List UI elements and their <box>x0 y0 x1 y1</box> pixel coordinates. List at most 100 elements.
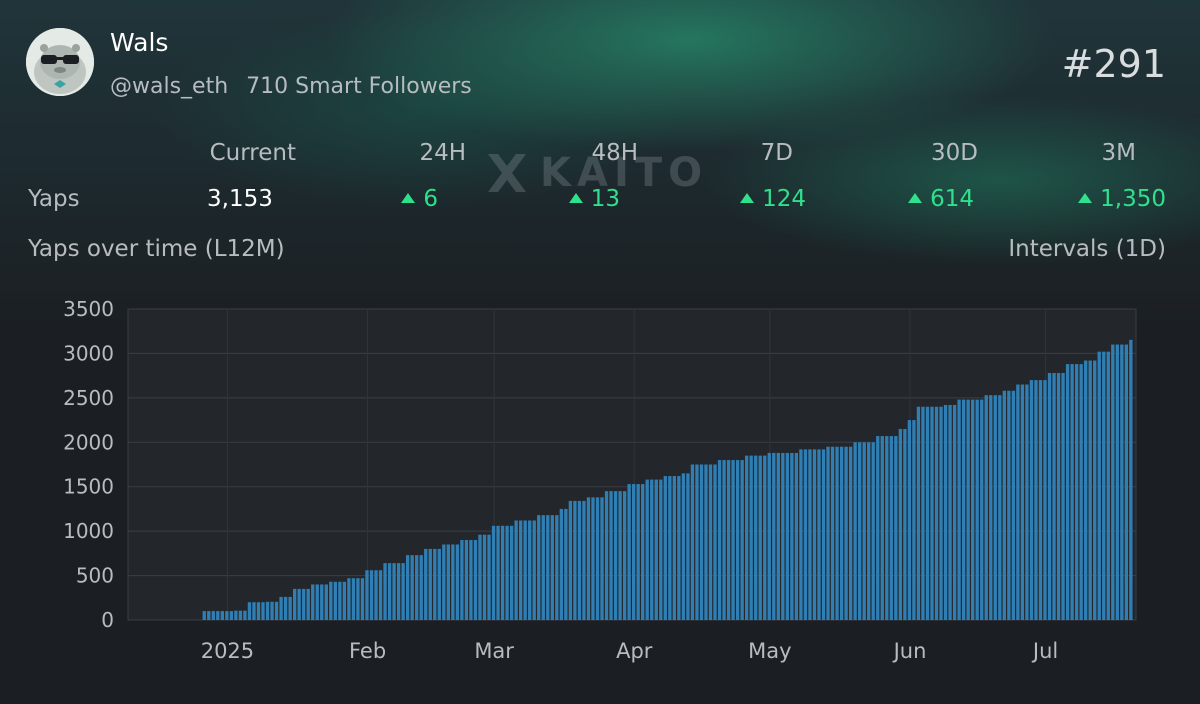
bar <box>885 436 889 620</box>
bar <box>600 497 604 620</box>
bar <box>1061 372 1065 620</box>
bar <box>509 525 514 620</box>
bar <box>351 578 356 620</box>
bar <box>378 570 383 620</box>
bar <box>225 611 229 620</box>
change-value: 1,350 <box>1100 186 1166 212</box>
user-handle-line: @wals_eth 710 Smart Followers <box>110 74 472 99</box>
x-tick-label: Feb <box>349 639 386 663</box>
bar <box>808 449 812 620</box>
bar <box>609 491 613 620</box>
bar <box>428 548 432 620</box>
bar <box>419 555 423 620</box>
bar <box>726 460 731 620</box>
bar <box>356 578 360 620</box>
bar <box>342 581 347 620</box>
change-value: 13 <box>590 186 620 212</box>
bar <box>835 446 839 620</box>
bar <box>1016 384 1020 620</box>
y-tick-label: 2500 <box>63 386 114 410</box>
user-name: Wals <box>110 28 169 57</box>
bar <box>234 610 238 620</box>
bar <box>550 515 554 620</box>
bar <box>604 491 609 620</box>
bar <box>731 460 735 620</box>
y-tick-label: 3000 <box>63 341 114 365</box>
bar <box>681 473 686 620</box>
up-triangle-icon <box>1078 193 1093 203</box>
bar <box>582 500 586 620</box>
x-tick-label: Apr <box>616 639 653 663</box>
bar <box>826 446 830 620</box>
smart-followers[interactable]: 710 Smart Followers <box>246 74 472 99</box>
col-header-30d: 30D <box>931 140 978 166</box>
bar <box>329 581 333 620</box>
bar <box>930 406 934 620</box>
bar <box>618 491 622 620</box>
bar <box>749 455 753 620</box>
bar <box>369 570 374 620</box>
bar <box>360 578 365 620</box>
bar <box>934 406 939 620</box>
bar <box>424 548 428 620</box>
bar <box>270 601 274 620</box>
bar <box>256 602 261 620</box>
bar <box>437 548 441 620</box>
bar <box>817 449 821 620</box>
bar <box>1115 344 1119 620</box>
bar <box>302 588 306 620</box>
bar <box>663 476 667 620</box>
yaps-change-24h: 6 <box>340 186 438 212</box>
bar <box>993 395 997 620</box>
bar <box>898 428 903 620</box>
bar <box>641 484 645 620</box>
bar <box>830 446 835 620</box>
bar <box>464 540 469 620</box>
capybara-avatar-icon <box>26 28 94 96</box>
bar <box>636 484 640 620</box>
bar <box>690 464 695 620</box>
bar <box>803 449 808 620</box>
bar <box>740 460 744 620</box>
bar <box>577 500 582 620</box>
bar <box>207 611 211 620</box>
bar <box>627 484 631 620</box>
avatar[interactable] <box>26 28 94 96</box>
bar <box>799 449 803 620</box>
bar <box>410 555 414 620</box>
x-tick-label: May <box>748 639 791 663</box>
bar <box>220 611 224 620</box>
bar <box>645 479 649 620</box>
bar <box>491 525 496 620</box>
bar <box>948 404 952 620</box>
bar <box>1011 390 1016 620</box>
bar <box>622 491 627 620</box>
bar <box>632 484 636 620</box>
bar <box>500 525 505 620</box>
bar <box>713 464 717 620</box>
bar <box>311 584 315 620</box>
user-handle[interactable]: @wals_eth <box>110 74 229 99</box>
bar <box>274 601 279 620</box>
bar <box>686 473 690 620</box>
change-value: 6 <box>423 186 438 212</box>
bar <box>265 601 270 620</box>
bar <box>989 395 993 620</box>
bar <box>532 520 536 620</box>
y-tick-label: 3500 <box>63 297 114 321</box>
bar <box>211 611 215 620</box>
bar <box>586 497 591 620</box>
bar <box>451 544 455 620</box>
bar <box>907 420 912 620</box>
col-header-24h: 24H <box>419 140 466 166</box>
bar <box>912 420 916 620</box>
bar <box>564 508 568 620</box>
bar <box>320 584 324 620</box>
bar <box>966 399 970 620</box>
bar <box>717 460 722 620</box>
bar <box>862 442 866 620</box>
bar <box>763 455 767 620</box>
bar <box>672 476 677 620</box>
bar <box>1074 364 1079 620</box>
interval-selector[interactable]: Intervals (1D) <box>1008 236 1166 262</box>
